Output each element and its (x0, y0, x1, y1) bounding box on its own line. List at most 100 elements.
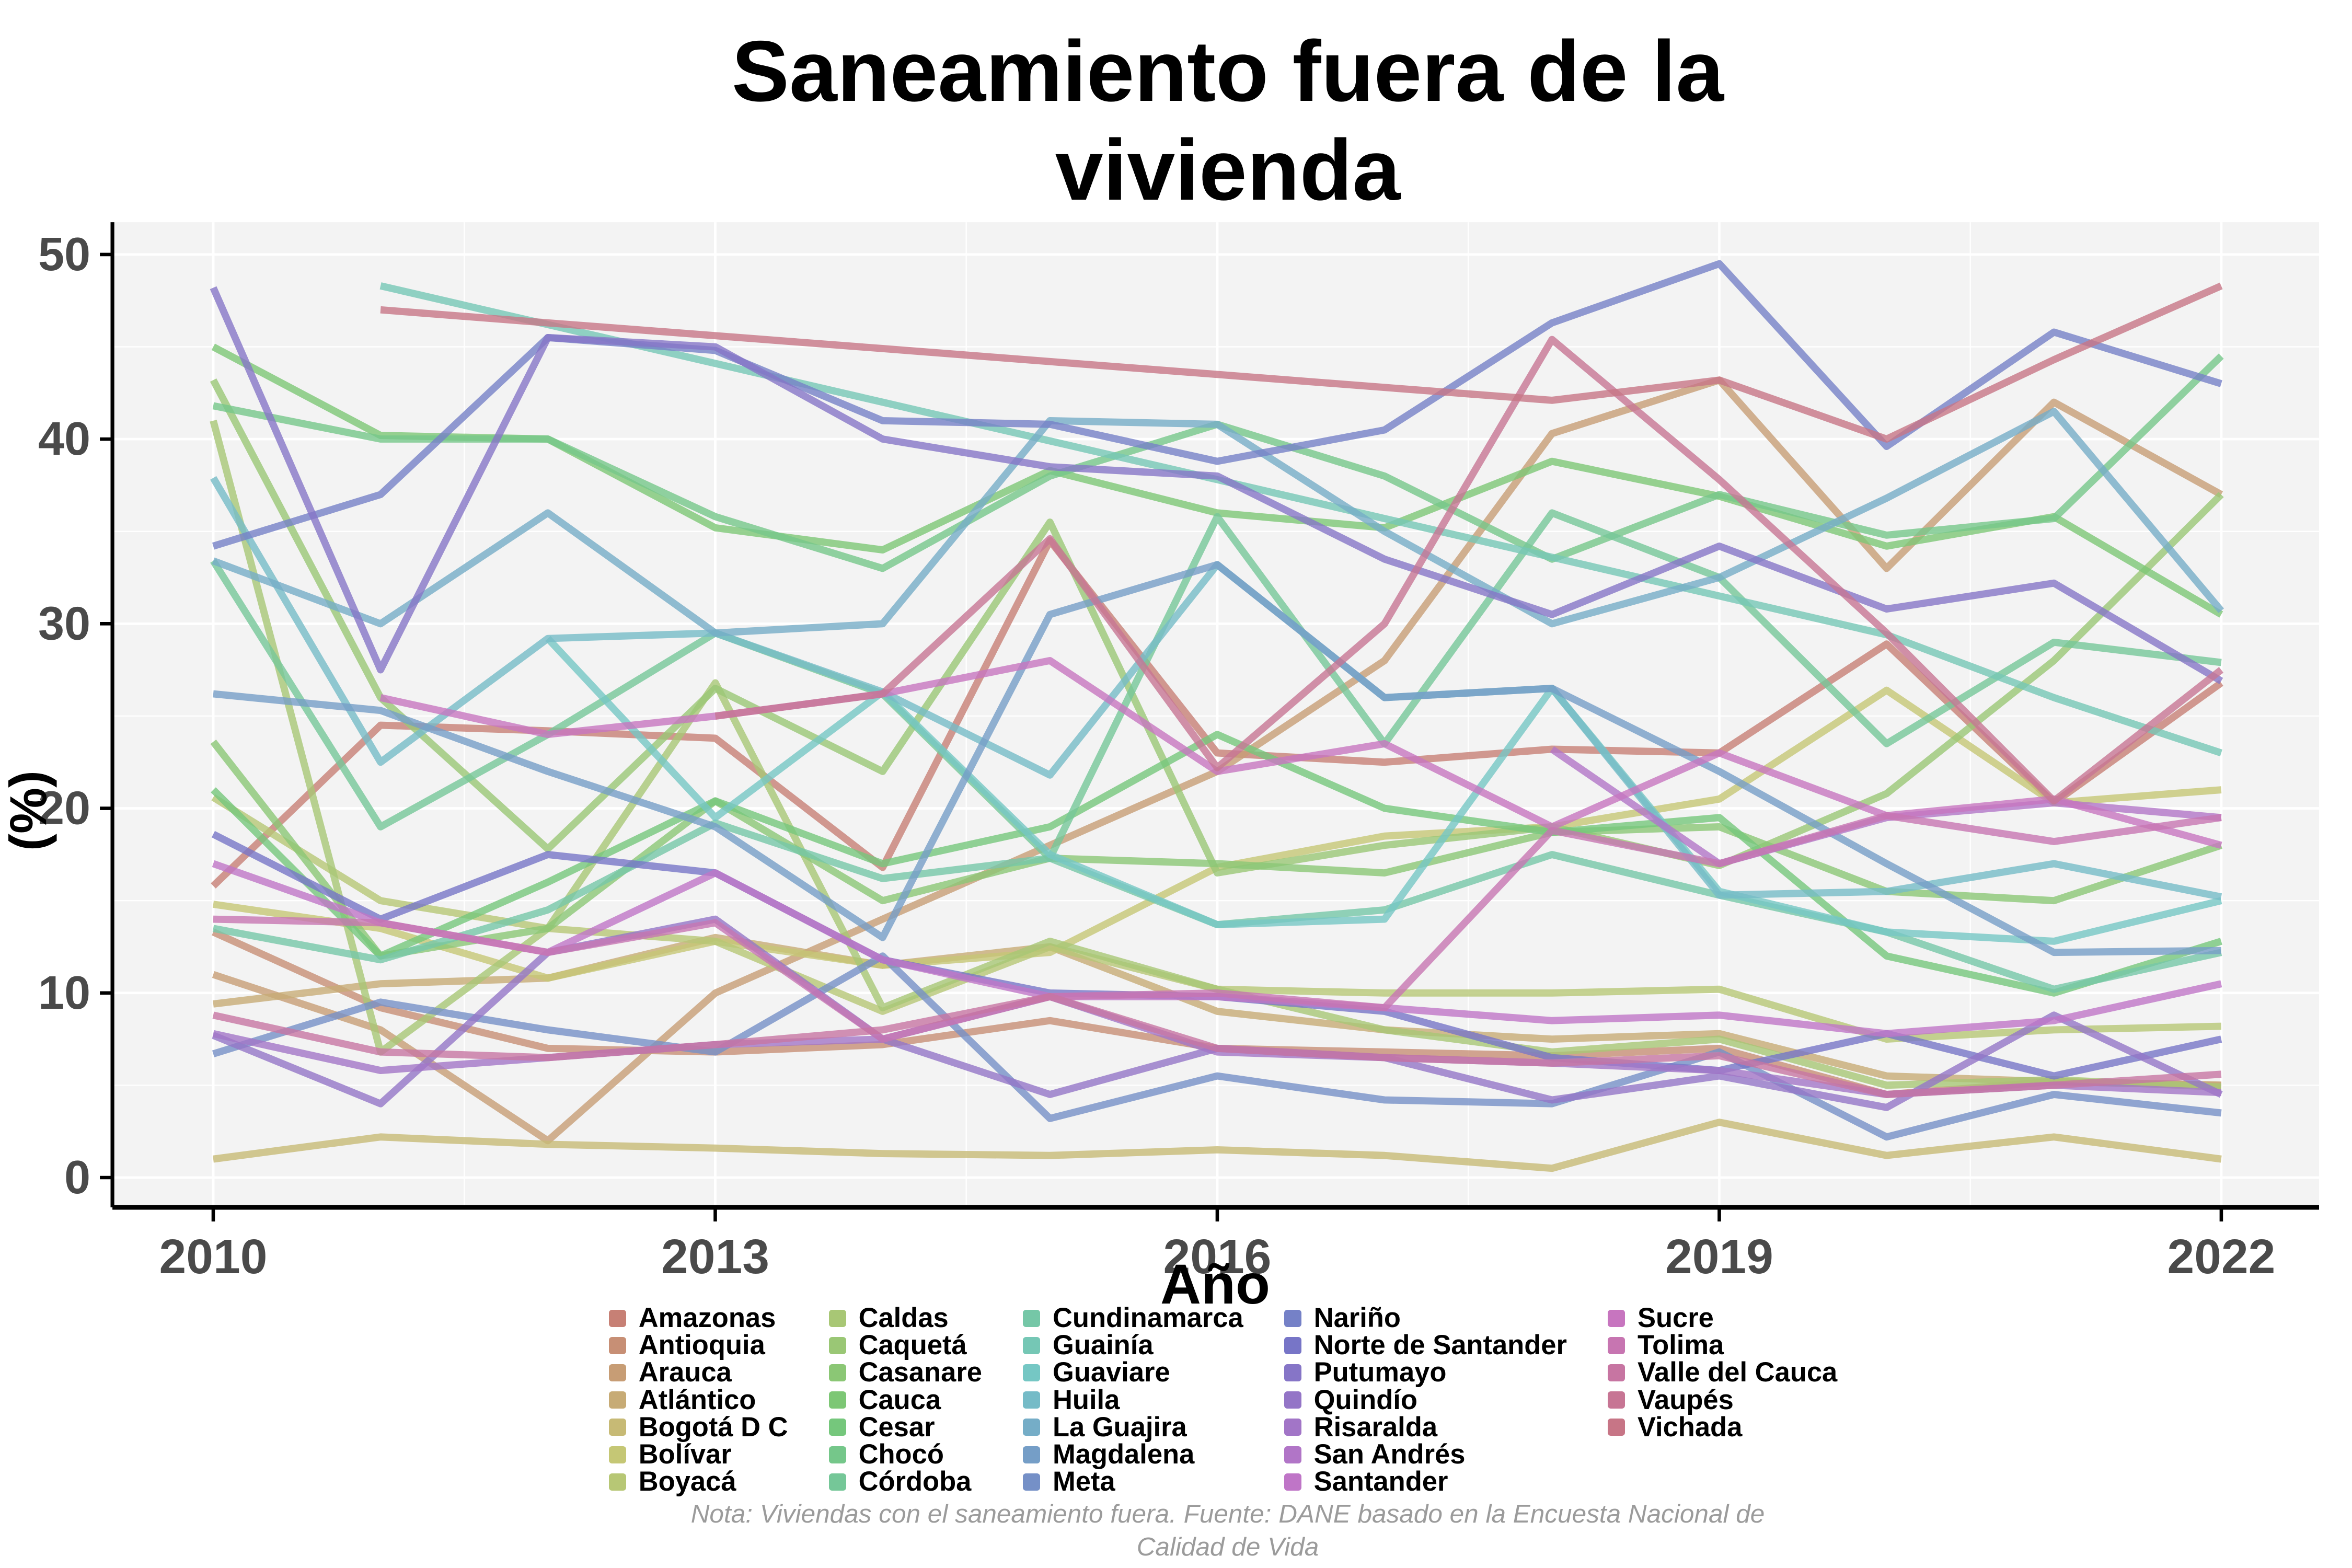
legend-label: Caquetá (858, 1330, 967, 1361)
legend-swatch (828, 1391, 846, 1409)
legend-label: Santander (1313, 1466, 1448, 1497)
legend-swatch (1284, 1446, 1301, 1463)
legend-swatch (608, 1419, 626, 1436)
legend-swatch (1284, 1309, 1301, 1327)
legend-item: Norte de Santander (1284, 1330, 1567, 1361)
legend-item: Vaupés (1607, 1384, 1837, 1415)
legend-item: Guaviare (1022, 1358, 1243, 1387)
legend-swatch (1284, 1364, 1301, 1381)
legend-item: Cauca (828, 1384, 982, 1415)
y-tick-label: 50 (38, 228, 90, 281)
legend-label: Meta (1052, 1466, 1115, 1497)
legend-swatch (1284, 1336, 1301, 1354)
legend-label: Cauca (858, 1384, 941, 1415)
chart-title-line2: vivienda (1055, 122, 1401, 218)
series-line (210, 286, 2223, 684)
legend-label: Boyacá (638, 1466, 736, 1497)
legend-swatch (1607, 1336, 1625, 1354)
legend-item: Bolívar (608, 1438, 788, 1470)
legend-item: Casanare (828, 1357, 982, 1388)
legend-item: Caquetá (828, 1330, 982, 1361)
legend-item: Caldas (828, 1302, 982, 1333)
legend-swatch (1284, 1419, 1301, 1436)
series-line (212, 993, 2222, 1098)
x-tick-label: 2022 (2167, 1229, 2275, 1284)
legend-item: Vichada (1607, 1411, 1837, 1443)
series-line (714, 336, 2224, 805)
y-tick-label: 30 (38, 597, 90, 650)
legend-swatch (1022, 1364, 1040, 1381)
legend-swatch (828, 1473, 846, 1491)
legend-item: Risaralda (1284, 1411, 1567, 1443)
legend-label: Chocó (858, 1438, 944, 1470)
legend-label: Amazonas (638, 1302, 776, 1333)
y-tick-label: 20 (38, 782, 90, 835)
legend-item: Amazonas (608, 1302, 788, 1333)
legend-column: Cundinamarca Guainía Guaviare Huila La Guaji… (1022, 1302, 1243, 1497)
legend-swatch (1022, 1446, 1040, 1463)
series-line (545, 636, 2222, 945)
legend-item: Boyacá (608, 1466, 788, 1497)
legend-label: Caldas (858, 1302, 949, 1333)
legend-label: Bogotá D C (638, 1411, 788, 1443)
legend-swatch (1607, 1391, 1625, 1409)
legend-label: Bolívar (638, 1438, 732, 1470)
legend-label: Arauca (638, 1357, 732, 1388)
legend-label: Vichada (1637, 1411, 1743, 1443)
y-tick-label: 10 (38, 967, 90, 1019)
series-line (379, 282, 2222, 757)
legend-column: Nariño Norte de Santander Putumayo Quindío R… (1284, 1304, 1567, 1497)
legend-item: San Andrés (1284, 1440, 1567, 1468)
legend-swatch (608, 1446, 626, 1463)
legend-item: Bogotá D C (608, 1411, 788, 1443)
legend: Amazonas Antioquia Arauca Atlántico Bogotá D… (0, 1302, 2352, 1497)
legend-swatch (608, 1309, 626, 1327)
legend-item: Cundinamarca (1022, 1302, 1243, 1333)
legend-swatch (608, 1473, 626, 1491)
legend-column: Caldas Caquetá Casanare Cauca Cesar Chocó Córd… (828, 1302, 982, 1495)
legend-item: Nariño (1284, 1304, 1567, 1332)
legend-label: Magdalena (1052, 1438, 1195, 1470)
legend-label: Huila (1052, 1384, 1120, 1415)
series-line (213, 1119, 2222, 1172)
legend-item: Valle del Cauca (1607, 1358, 1837, 1387)
series-line (212, 952, 2222, 1141)
y-tick-label: 0 (64, 1151, 90, 1204)
legend-item: Meta (1022, 1466, 1243, 1497)
legend-label: Norte de Santander (1313, 1330, 1567, 1361)
legend-swatch (1022, 1336, 1040, 1354)
legend-swatch (828, 1446, 846, 1463)
legend-item: Tolima (1607, 1331, 1837, 1359)
legend-column: Amazonas Antioquia Arauca Atlántico Bogotá D… (608, 1302, 788, 1497)
legend-item: Putumayo (1284, 1358, 1567, 1387)
legend-column: Sucre Tolima Valle del Cauca Vaupés Vichada (1607, 1302, 1837, 1443)
legend-label: Vaupés (1637, 1384, 1734, 1415)
legend-label: Sucre (1637, 1302, 1714, 1333)
source-note: Nota: Viviendas con el saneamiento fuera… (690, 1500, 1765, 1561)
series-line (380, 282, 2223, 443)
series-line (213, 812, 2222, 1043)
legend-item: Cesar (828, 1413, 982, 1441)
legend-swatch (828, 1336, 846, 1354)
legend-item: Sucre (1607, 1302, 1837, 1333)
x-tick-label: 2010 (159, 1229, 268, 1284)
legend-swatch (828, 1364, 846, 1381)
legend-label: Guainía (1052, 1330, 1154, 1361)
legend-label: Casanare (858, 1357, 982, 1388)
legend-swatch (828, 1419, 846, 1436)
series-line (213, 561, 2221, 956)
y-tick-label: 40 (38, 413, 90, 465)
legend-item: Arauca (608, 1357, 788, 1388)
legend-label: Cundinamarca (1052, 1302, 1243, 1333)
legend-swatch (608, 1364, 626, 1381)
legend-label: Risaralda (1313, 1411, 1438, 1443)
legend-swatch (1607, 1309, 1625, 1327)
legend-swatch (1607, 1419, 1625, 1436)
x-tick-label: 2013 (661, 1229, 769, 1284)
legend-item: Córdoba (828, 1468, 982, 1495)
legend-label: La Guajira (1052, 1411, 1187, 1443)
legend-swatch (1022, 1473, 1040, 1491)
legend-item: Chocó (828, 1438, 982, 1470)
legend-swatch (1284, 1473, 1301, 1491)
